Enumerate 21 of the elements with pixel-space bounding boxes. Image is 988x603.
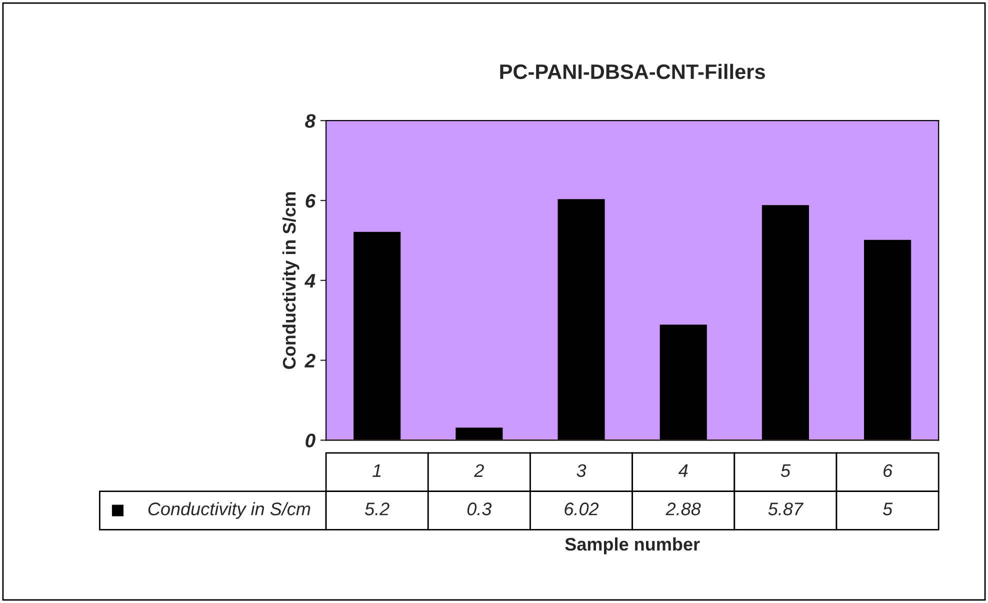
chart-title: PC-PANI-DBSA-CNT-Fillers [500,64,765,80]
x-tick-label: 2 [474,464,484,477]
y-tick-label: 6 [306,194,316,208]
y-axis-title: Conductivity in S/cm [282,192,300,369]
legend-label: Conductivity in S/cm [148,502,310,519]
y-tick-label: 2 [304,354,316,368]
data-label: 5.2 [364,502,390,516]
data-label: 5 [882,502,893,516]
x-tick-label: 1 [372,464,381,477]
y-tick-label: 0 [306,434,316,448]
x-tick-label: 3 [576,464,586,477]
x-tick-label: 4 [678,464,688,477]
x-tick-label: 5 [780,464,791,477]
data-label: 5.87 [768,502,804,516]
data-label: 2.88 [666,502,701,516]
y-tick-label: 8 [305,114,316,128]
y-tick-label: 4 [304,274,316,288]
data-label: 6.02 [564,502,599,516]
x-tick-label: 6 [884,464,893,477]
x-axis-title: Sample number [565,537,700,554]
data-label: 0.3 [467,502,492,516]
